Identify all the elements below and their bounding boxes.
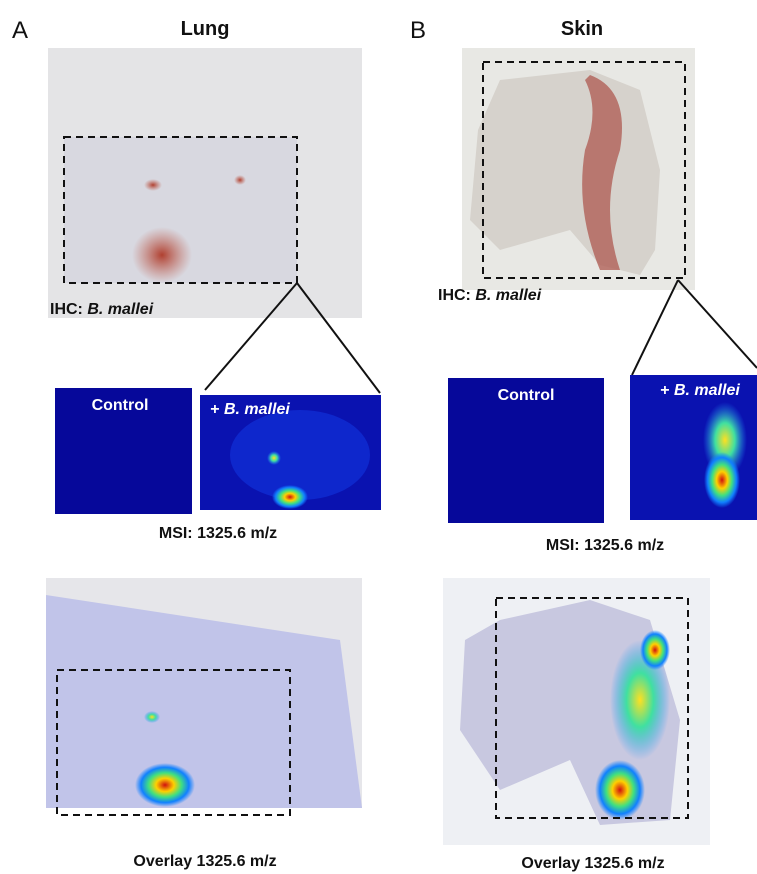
panel-letter: B [410, 17, 426, 44]
panel-title: Lung [181, 18, 230, 40]
ihc-prefix: IHC: [50, 301, 83, 318]
ihc-label: IHC: B. mallei [50, 301, 154, 318]
ihc-prefix: IHC: [438, 287, 471, 304]
ihc-image [462, 48, 695, 290]
ihc-organism: B. mallei [87, 301, 153, 318]
infected-label: + B. mallei [660, 382, 740, 399]
overlay-image [443, 578, 710, 845]
infected-organism: B. mallei [224, 401, 290, 418]
infected-prefix: + [660, 382, 669, 399]
zoom-line [678, 280, 757, 368]
ihc-image [48, 48, 362, 318]
infected-organism: B. mallei [674, 382, 740, 399]
ihc-label: IHC: B. mallei [438, 287, 542, 304]
msi-label: MSI: 1325.6 m/z [159, 525, 277, 542]
overlay-label: Overlay 1325.6 m/z [521, 855, 664, 872]
overlay-image [46, 578, 362, 815]
overlay-label: Overlay 1325.6 m/z [133, 853, 276, 870]
ihc-organism: B. mallei [475, 287, 541, 304]
figure: A Lung IHC: B. mallei Control + B. malle… [0, 0, 757, 874]
infected-label: + B. mallei [210, 401, 290, 418]
zoom-line [632, 280, 678, 375]
panel-letter: A [12, 17, 28, 44]
control-label: Control [498, 387, 555, 404]
panel-title: Skin [561, 18, 603, 40]
infected-prefix: + [210, 401, 219, 418]
control-label: Control [92, 397, 149, 414]
msi-label: MSI: 1325.6 m/z [546, 537, 664, 554]
